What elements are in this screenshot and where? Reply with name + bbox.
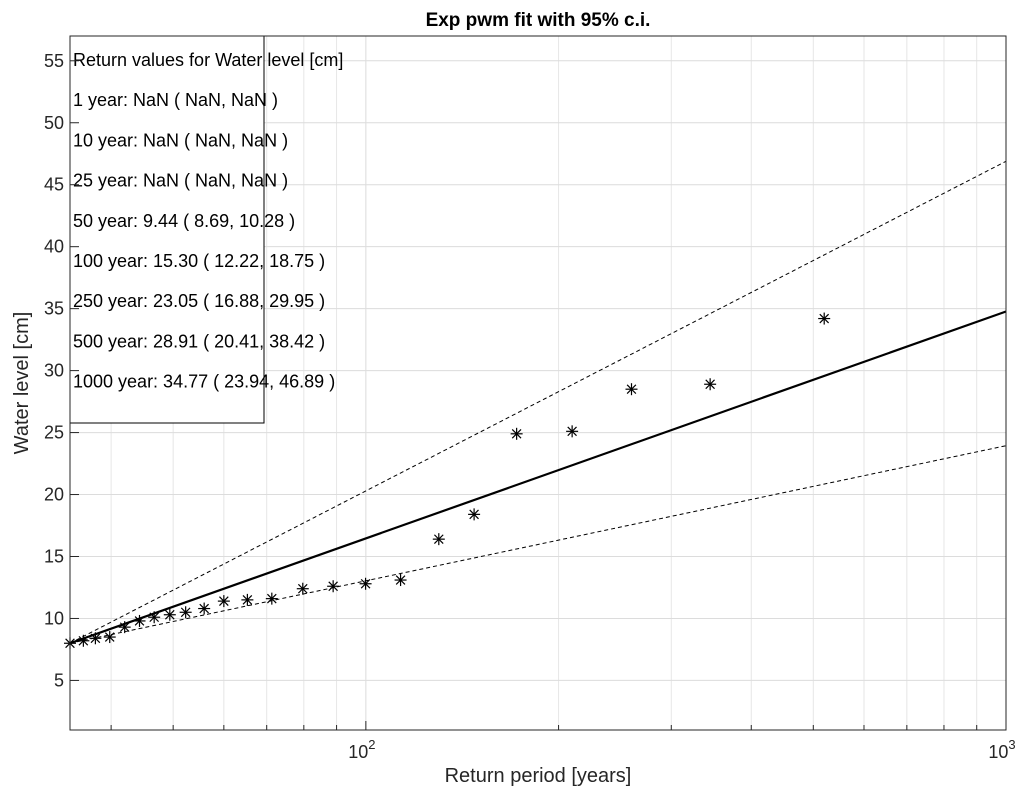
observation-point: [163, 608, 176, 621]
observation-point: [468, 508, 481, 521]
observation-point: [566, 425, 579, 438]
legend-entry: 50 year: 9.44 ( 8.69, 10.28 ): [73, 211, 295, 231]
legend-entry: 10 year: NaN ( NaN, NaN ): [73, 130, 288, 150]
upper-ci-line: [69, 160, 1007, 644]
axes-box: [69, 35, 1007, 731]
y-tick-label: 40: [44, 237, 64, 257]
lower-ci-line: [69, 445, 1007, 644]
observation-point: [265, 592, 278, 605]
y-tick-label: 50: [44, 113, 64, 133]
observation-point: [77, 634, 90, 647]
y-tick-label: 45: [44, 175, 64, 195]
observation-point: [394, 574, 407, 587]
y-tick-label: 10: [44, 608, 64, 628]
observation-point: [118, 621, 131, 634]
legend-box: [69, 35, 265, 424]
observation-point: [179, 606, 192, 619]
observation-point: [327, 580, 340, 593]
series-layer: [64, 160, 1007, 650]
observation-point: [133, 614, 146, 627]
legend-entry: 1 year: NaN ( NaN, NaN ): [73, 90, 278, 110]
grid-layer: [70, 36, 1007, 730]
y-tick-label: 55: [44, 51, 64, 71]
observation-point: [359, 577, 372, 590]
observation-point: [89, 632, 102, 645]
legend-entry: 250 year: 23.05 ( 16.88, 29.95 ): [73, 291, 325, 311]
observation-point: [704, 378, 717, 391]
y-tick-label: 30: [44, 361, 64, 381]
observation-point: [198, 602, 211, 615]
observation-point: [217, 595, 230, 608]
legend-layer: Return values for Water level [cm] 1 year…: [69, 35, 343, 424]
y-tick-label: 25: [44, 423, 64, 443]
observation-point: [510, 427, 523, 440]
y-tick-label: 15: [44, 547, 64, 567]
y-tick-label: 20: [44, 485, 64, 505]
observation-point: [241, 593, 254, 606]
observation-point: [148, 611, 161, 624]
tick-layer: 5 10 15 20 25 30 35 40 45 50 55 102 103: [44, 51, 1016, 762]
x-axis-title: Return period [years]: [445, 765, 632, 787]
x-tick-label: 103: [988, 737, 1015, 762]
y-tick-label: 35: [44, 299, 64, 319]
legend-entry: 1000 year: 34.77 ( 23.94, 46.89 ): [73, 372, 335, 392]
observation-point: [625, 383, 638, 396]
observation-point: [818, 312, 831, 325]
y-axis-title: Water level [cm]: [11, 312, 33, 455]
y-tick-label: 5: [54, 670, 64, 690]
observation-point: [103, 631, 116, 644]
chart-title: Exp pwm fit with 95% c.i.: [426, 10, 651, 31]
observation-point: [296, 582, 309, 595]
legend-entry: 25 year: NaN ( NaN, NaN ): [73, 171, 288, 191]
fit-line: [69, 310, 1007, 645]
x-tick-label: 102: [348, 737, 375, 762]
legend-entry: 100 year: 15.30 ( 12.22, 18.75 ): [73, 251, 325, 271]
legend-entry: 500 year: 28.91 ( 20.41, 38.42 ): [73, 331, 325, 351]
legend-heading: Return values for Water level [cm]: [73, 50, 343, 70]
observation-point: [432, 533, 445, 546]
